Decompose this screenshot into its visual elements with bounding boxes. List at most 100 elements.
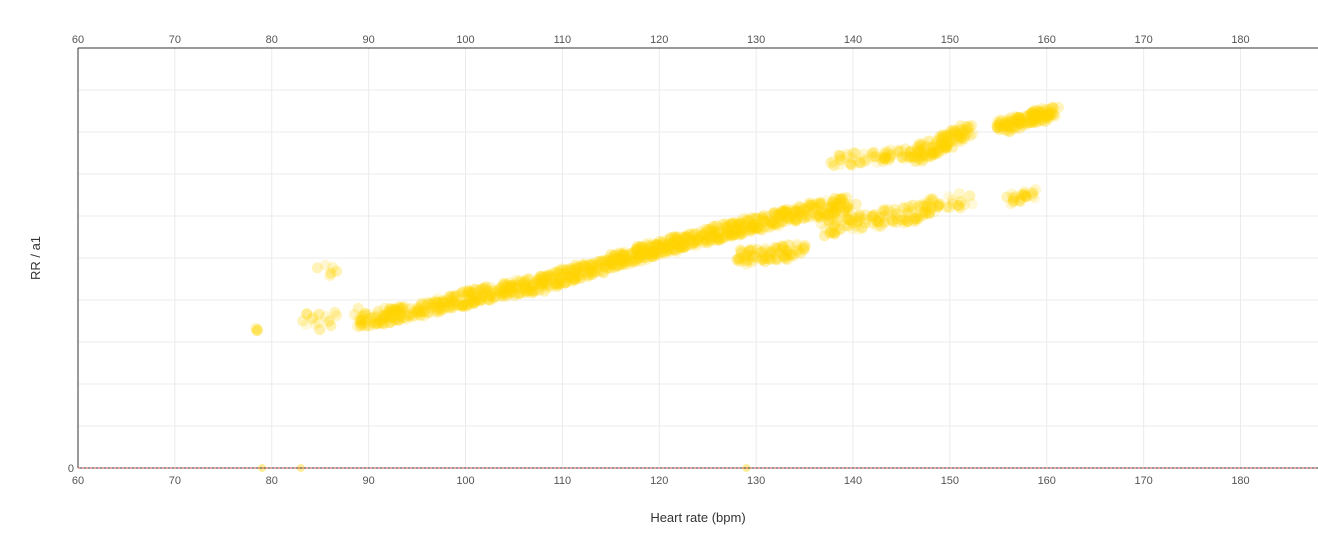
- scatter-point: [842, 149, 854, 161]
- scatter-point: [758, 209, 770, 221]
- scatter-point: [942, 136, 954, 148]
- scatter-point: [931, 142, 943, 154]
- scatter-point: [514, 288, 526, 299]
- scatter-point: [833, 202, 845, 213]
- scatter-point: [500, 278, 512, 289]
- scatter-point: [426, 296, 438, 308]
- scatter-point: [1006, 116, 1017, 128]
- scatter-point: [859, 155, 871, 167]
- scatter-point: [688, 237, 700, 249]
- scatter-point: [618, 249, 630, 261]
- scatter-point: [387, 310, 399, 322]
- scatter-point: [474, 294, 485, 306]
- scatter-point: [433, 297, 445, 309]
- scatter-point: [790, 212, 802, 224]
- scatter-point: [432, 296, 444, 308]
- scatter-point: [711, 232, 723, 244]
- scatter-point: [994, 114, 1006, 126]
- scatter-point: [904, 146, 916, 158]
- scatter-point: [567, 273, 579, 285]
- scatter-point: [1042, 112, 1054, 124]
- scatter-point: [322, 316, 334, 328]
- scatter-point: [520, 274, 532, 286]
- scatter-point: [731, 224, 743, 236]
- scatter-point: [297, 315, 309, 327]
- scatter-point: [385, 316, 396, 328]
- scatter-point: [678, 241, 690, 253]
- scatter-point: [727, 229, 739, 241]
- scatter-point: [849, 147, 861, 159]
- scatter-point: [738, 212, 750, 224]
- scatter-point: [846, 152, 858, 164]
- scatter-point: [615, 256, 627, 268]
- scatter-point: [871, 156, 883, 168]
- scatter-point: [664, 233, 676, 245]
- scatter-point: [840, 212, 852, 224]
- scatter-point: [915, 208, 927, 220]
- scatter-point: [826, 197, 838, 208]
- scatter-point: [898, 217, 910, 229]
- scatter-point: [553, 273, 565, 285]
- scatter-point: [440, 301, 452, 313]
- scatter-point: [1022, 117, 1034, 129]
- scatter-point: [301, 308, 313, 320]
- scatter-point: [677, 241, 689, 253]
- scatter-point: [775, 216, 787, 228]
- scatter-point: [422, 307, 434, 319]
- scatter-point: [726, 218, 738, 230]
- scatter-point: [805, 199, 817, 211]
- scatter-point: [511, 274, 523, 286]
- scatter-point: [432, 306, 444, 318]
- scatter-point: [890, 213, 902, 225]
- scatter-point: [1032, 112, 1044, 124]
- scatter-point: [616, 248, 628, 260]
- scatter-point: [391, 314, 403, 326]
- scatter-point: [780, 203, 792, 215]
- scatter-point: [751, 244, 763, 256]
- scatter-point: [417, 306, 429, 318]
- scatter-point: [635, 246, 646, 258]
- scatter-point: [803, 201, 815, 213]
- scatter-point: [614, 248, 626, 260]
- scatter-point: [994, 124, 1006, 136]
- scatter-point: [949, 126, 961, 138]
- scatter-point: [1004, 120, 1016, 132]
- scatter-point: [681, 233, 692, 245]
- scatter-point: [520, 282, 532, 294]
- scatter-point: [887, 215, 899, 227]
- scatter-point: [716, 225, 728, 237]
- scatter-point: [781, 206, 793, 218]
- scatter-point: [477, 286, 489, 298]
- scatter-point: [735, 228, 747, 240]
- scatter-point: [443, 290, 455, 302]
- scatter-point: [930, 138, 942, 150]
- scatter-point: [1016, 119, 1028, 131]
- scatter-point: [769, 207, 780, 218]
- scatter-point: [793, 200, 805, 212]
- scatter-point: [497, 287, 509, 299]
- scatter-point: [1009, 113, 1021, 125]
- scatter-point: [1041, 109, 1053, 121]
- scatter-point: [375, 317, 387, 329]
- x-tick-label-bottom: 160: [1038, 475, 1056, 487]
- scatter-point: [850, 212, 861, 223]
- scatter-point: [677, 238, 689, 250]
- scatter-point: [534, 270, 546, 282]
- scatter-point: [1008, 195, 1019, 207]
- grid-lines: [77, 47, 1318, 468]
- scatter-point: [785, 211, 797, 223]
- scatter-point: [714, 234, 726, 246]
- scatter-point: [648, 250, 660, 262]
- scatter-point: [632, 248, 644, 260]
- scatter-point: [939, 142, 951, 154]
- scatter-point: [788, 212, 799, 224]
- scatter-point: [618, 249, 630, 261]
- scatter-point: [723, 225, 735, 237]
- scatter-point: [1005, 112, 1017, 124]
- scatter-point: [841, 220, 853, 232]
- scatter-point: [912, 140, 924, 152]
- scatter-point: [564, 271, 576, 282]
- scatter-point: [858, 152, 870, 164]
- scatter-point: [734, 244, 746, 256]
- scatter-point: [627, 255, 639, 267]
